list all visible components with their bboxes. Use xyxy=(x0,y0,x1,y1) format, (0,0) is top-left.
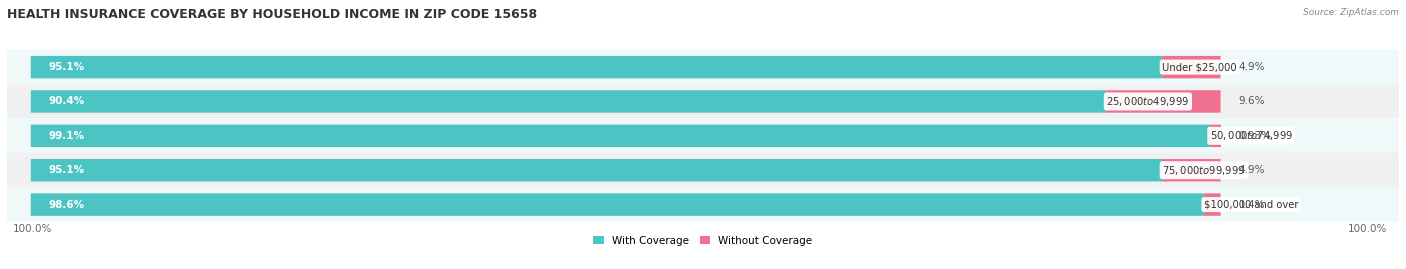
FancyBboxPatch shape xyxy=(31,90,1107,113)
FancyBboxPatch shape xyxy=(31,56,1163,78)
Text: 98.6%: 98.6% xyxy=(49,200,84,210)
Text: 4.9%: 4.9% xyxy=(1239,165,1265,175)
FancyBboxPatch shape xyxy=(31,56,1220,78)
Text: 9.6%: 9.6% xyxy=(1239,97,1265,107)
Text: Source: ZipAtlas.com: Source: ZipAtlas.com xyxy=(1303,8,1399,17)
Text: 1.4%: 1.4% xyxy=(1239,200,1265,210)
FancyBboxPatch shape xyxy=(7,84,1399,119)
FancyBboxPatch shape xyxy=(31,159,1163,181)
FancyBboxPatch shape xyxy=(1204,193,1220,216)
Legend: With Coverage, Without Coverage: With Coverage, Without Coverage xyxy=(593,236,813,246)
Text: $100,000 and over: $100,000 and over xyxy=(1204,200,1298,210)
FancyBboxPatch shape xyxy=(1163,56,1220,78)
FancyBboxPatch shape xyxy=(7,187,1399,222)
Text: 100.0%: 100.0% xyxy=(1348,224,1388,234)
Text: HEALTH INSURANCE COVERAGE BY HOUSEHOLD INCOME IN ZIP CODE 15658: HEALTH INSURANCE COVERAGE BY HOUSEHOLD I… xyxy=(7,8,537,21)
FancyBboxPatch shape xyxy=(31,90,1220,113)
Text: 4.9%: 4.9% xyxy=(1239,62,1265,72)
FancyBboxPatch shape xyxy=(31,159,1220,181)
Text: 95.1%: 95.1% xyxy=(49,62,84,72)
FancyBboxPatch shape xyxy=(7,153,1399,187)
FancyBboxPatch shape xyxy=(1163,159,1220,181)
Text: 99.1%: 99.1% xyxy=(49,131,84,141)
FancyBboxPatch shape xyxy=(31,193,1220,216)
FancyBboxPatch shape xyxy=(31,193,1204,216)
Text: 100.0%: 100.0% xyxy=(13,224,52,234)
FancyBboxPatch shape xyxy=(1209,125,1220,147)
Text: $75,000 to $99,999: $75,000 to $99,999 xyxy=(1163,164,1246,177)
Text: 90.4%: 90.4% xyxy=(49,97,84,107)
Text: 0.93%: 0.93% xyxy=(1239,131,1271,141)
FancyBboxPatch shape xyxy=(1107,90,1220,113)
FancyBboxPatch shape xyxy=(7,118,1399,153)
FancyBboxPatch shape xyxy=(31,125,1209,147)
FancyBboxPatch shape xyxy=(31,125,1220,147)
Text: $50,000 to $74,999: $50,000 to $74,999 xyxy=(1209,129,1294,142)
FancyBboxPatch shape xyxy=(7,50,1399,84)
Text: $25,000 to $49,999: $25,000 to $49,999 xyxy=(1107,95,1189,108)
Text: Under $25,000: Under $25,000 xyxy=(1163,62,1237,72)
Text: 95.1%: 95.1% xyxy=(49,165,84,175)
